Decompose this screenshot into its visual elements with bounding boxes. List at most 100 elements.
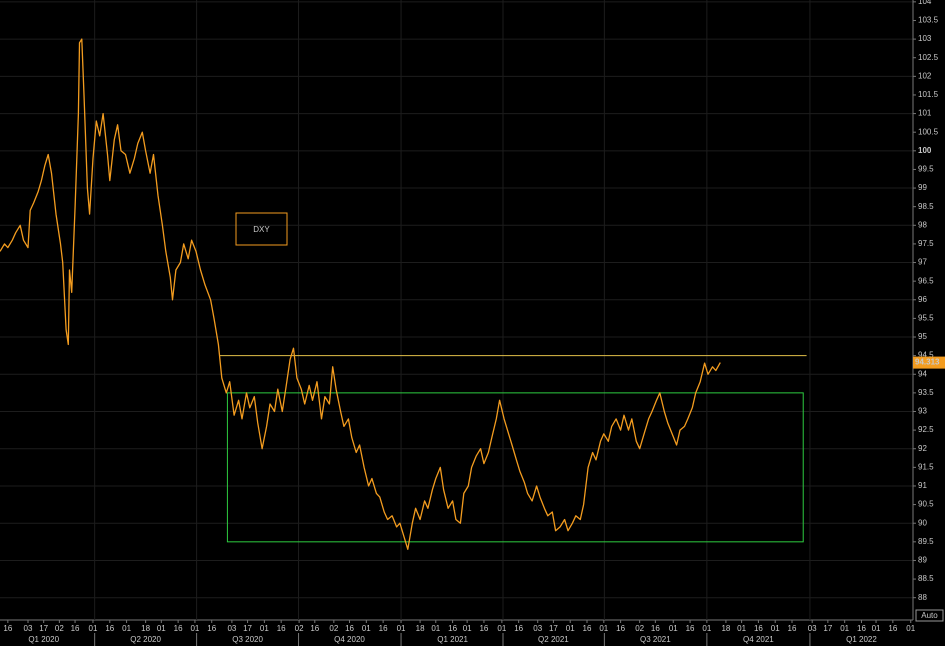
- x-tick-label: 01: [431, 624, 440, 633]
- x-tick-label: 01: [260, 624, 269, 633]
- y-tick-label: 103: [918, 34, 932, 43]
- x-tick-label: 16: [207, 624, 216, 633]
- auto-button-label[interactable]: Auto: [921, 611, 938, 620]
- y-tick-label: 88.5: [918, 574, 934, 583]
- x-tick-label: 03: [533, 624, 542, 633]
- x-tick-label: 03: [808, 624, 817, 633]
- x-tick-label: 03: [227, 624, 236, 633]
- x-tick-label: 16: [857, 624, 866, 633]
- x-tick-label: 01: [872, 624, 881, 633]
- y-tick-label: 101.5: [918, 90, 939, 99]
- y-tick-label: 93: [918, 407, 927, 416]
- y-tick-label: 103.5: [918, 16, 939, 25]
- x-tick-label: 16: [174, 624, 183, 633]
- x-tick-label: 16: [479, 624, 488, 633]
- x-tick-label: 02: [295, 624, 304, 633]
- y-tick-label: 92.5: [918, 425, 934, 434]
- legend-box: [235, 212, 288, 246]
- y-tick-label: 95: [918, 332, 927, 341]
- x-tick-label: 16: [514, 624, 523, 633]
- x-tick-label: 17: [39, 624, 48, 633]
- x-tick-label: 01: [599, 624, 608, 633]
- quarter-label: Q2 2021: [538, 635, 569, 644]
- x-tick-label: 01: [362, 624, 371, 633]
- y-tick-label: 88: [918, 593, 927, 602]
- y-tick-label: 100: [918, 146, 932, 155]
- quarter-label: Q2 2020: [130, 635, 161, 644]
- x-tick-label: 01: [157, 624, 166, 633]
- x-tick-label: 01: [190, 624, 199, 633]
- x-tick-label: 02: [635, 624, 644, 633]
- y-tick-label: 96: [918, 295, 927, 304]
- x-tick-label: 17: [823, 624, 832, 633]
- x-tick-label: 18: [721, 624, 730, 633]
- y-tick-label: 102: [918, 71, 932, 80]
- y-tick-label: 98: [918, 220, 927, 229]
- x-tick-label: 16: [754, 624, 763, 633]
- y-tick-label: 91.5: [918, 462, 934, 471]
- x-tick-label: 01: [89, 624, 98, 633]
- quarter-label: Q3 2020: [232, 635, 263, 644]
- x-tick-label: 02: [55, 624, 64, 633]
- y-tick-label: 96.5: [918, 276, 934, 285]
- x-tick-label: 17: [549, 624, 558, 633]
- range-box: [226, 392, 804, 543]
- y-tick-label: 98.5: [918, 202, 934, 211]
- legend-label: DXY: [253, 225, 270, 234]
- y-tick-label: 102.5: [918, 53, 939, 62]
- y-tick-label: 92: [918, 444, 927, 453]
- x-tick-label: 01: [737, 624, 746, 633]
- x-tick-label: 01: [840, 624, 849, 633]
- quarter-label: Q1 2020: [28, 635, 59, 644]
- quarter-label: Q1 2022: [846, 635, 877, 644]
- x-tick-label: 01: [397, 624, 406, 633]
- x-tick-label: 01: [771, 624, 780, 633]
- y-tick-label: 95.5: [918, 314, 934, 323]
- y-tick-label: 97.5: [918, 239, 934, 248]
- x-tick-label: 01: [906, 624, 915, 633]
- x-tick-label: 18: [416, 624, 425, 633]
- y-tick-label: 104: [918, 0, 932, 6]
- y-tick-label: 97: [918, 258, 927, 267]
- x-tick-label: 01: [669, 624, 678, 633]
- x-tick-label: 16: [651, 624, 660, 633]
- x-tick-label: 16: [583, 624, 592, 633]
- auto-button[interactable]: [915, 609, 944, 622]
- x-tick-label: 16: [71, 624, 80, 633]
- quarter-label: Q4 2021: [743, 635, 774, 644]
- y-tick-label: 93.5: [918, 388, 934, 397]
- y-tick-label: 100.5: [918, 127, 939, 136]
- y-tick-label: 91: [918, 481, 927, 490]
- y-tick-label: 99: [918, 183, 927, 192]
- x-tick-label: 16: [379, 624, 388, 633]
- x-tick-label: 01: [566, 624, 575, 633]
- x-tick-label: 16: [345, 624, 354, 633]
- x-tick-label: 16: [448, 624, 457, 633]
- y-tick-label: 89.5: [918, 537, 934, 546]
- x-tick-label: 16: [3, 624, 12, 633]
- x-tick-label: 01: [463, 624, 472, 633]
- x-tick-label: 02: [329, 624, 338, 633]
- quarter-label: Q4 2020: [334, 635, 365, 644]
- quarter-label: Q3 2021: [640, 635, 671, 644]
- x-tick-label: 16: [310, 624, 319, 633]
- y-tick-label: 99.5: [918, 165, 934, 174]
- x-tick-label: 01: [497, 624, 506, 633]
- y-tick-label: 89: [918, 556, 927, 565]
- price-line: [0, 38, 721, 550]
- x-tick-label: 16: [277, 624, 286, 633]
- x-tick-label: 01: [122, 624, 131, 633]
- y-tick-label: 101: [918, 109, 932, 118]
- y-tick-label: 90: [918, 518, 927, 527]
- last-value-label: 94.313: [915, 358, 940, 367]
- x-tick-label: 18: [141, 624, 150, 633]
- y-tick-label: 94.5: [918, 351, 934, 360]
- last-value-tag: [913, 356, 945, 369]
- x-tick-label: 16: [105, 624, 114, 633]
- x-tick-label: 01: [702, 624, 711, 633]
- x-tick-label: 17: [243, 624, 252, 633]
- x-tick-label: 03: [24, 624, 33, 633]
